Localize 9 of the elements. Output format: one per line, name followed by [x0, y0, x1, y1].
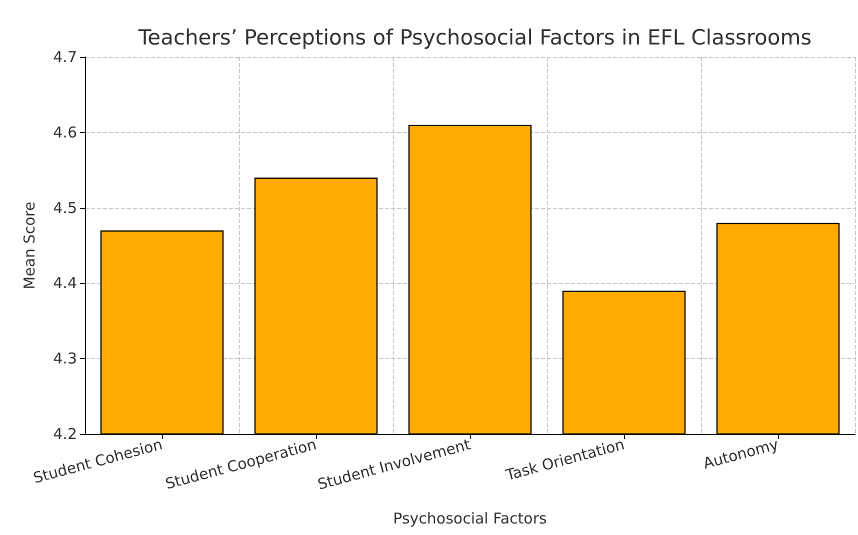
y-tick-label: 4.3: [53, 350, 77, 368]
y-axis-title: Mean Score: [20, 202, 38, 290]
y-tick-label: 4.7: [53, 48, 77, 66]
y-tick-label: 4.2: [53, 425, 77, 443]
x-axis-title: Psychosocial Factors: [393, 510, 548, 528]
chart-title: Teachers’ Perceptions of Psychosocial Factors in EFL Classrooms: [137, 26, 812, 50]
y-tick-label: 4.5: [53, 198, 77, 217]
y-tick-label: 4.4: [53, 274, 77, 292]
y-tick-label: 4.6: [53, 123, 77, 142]
